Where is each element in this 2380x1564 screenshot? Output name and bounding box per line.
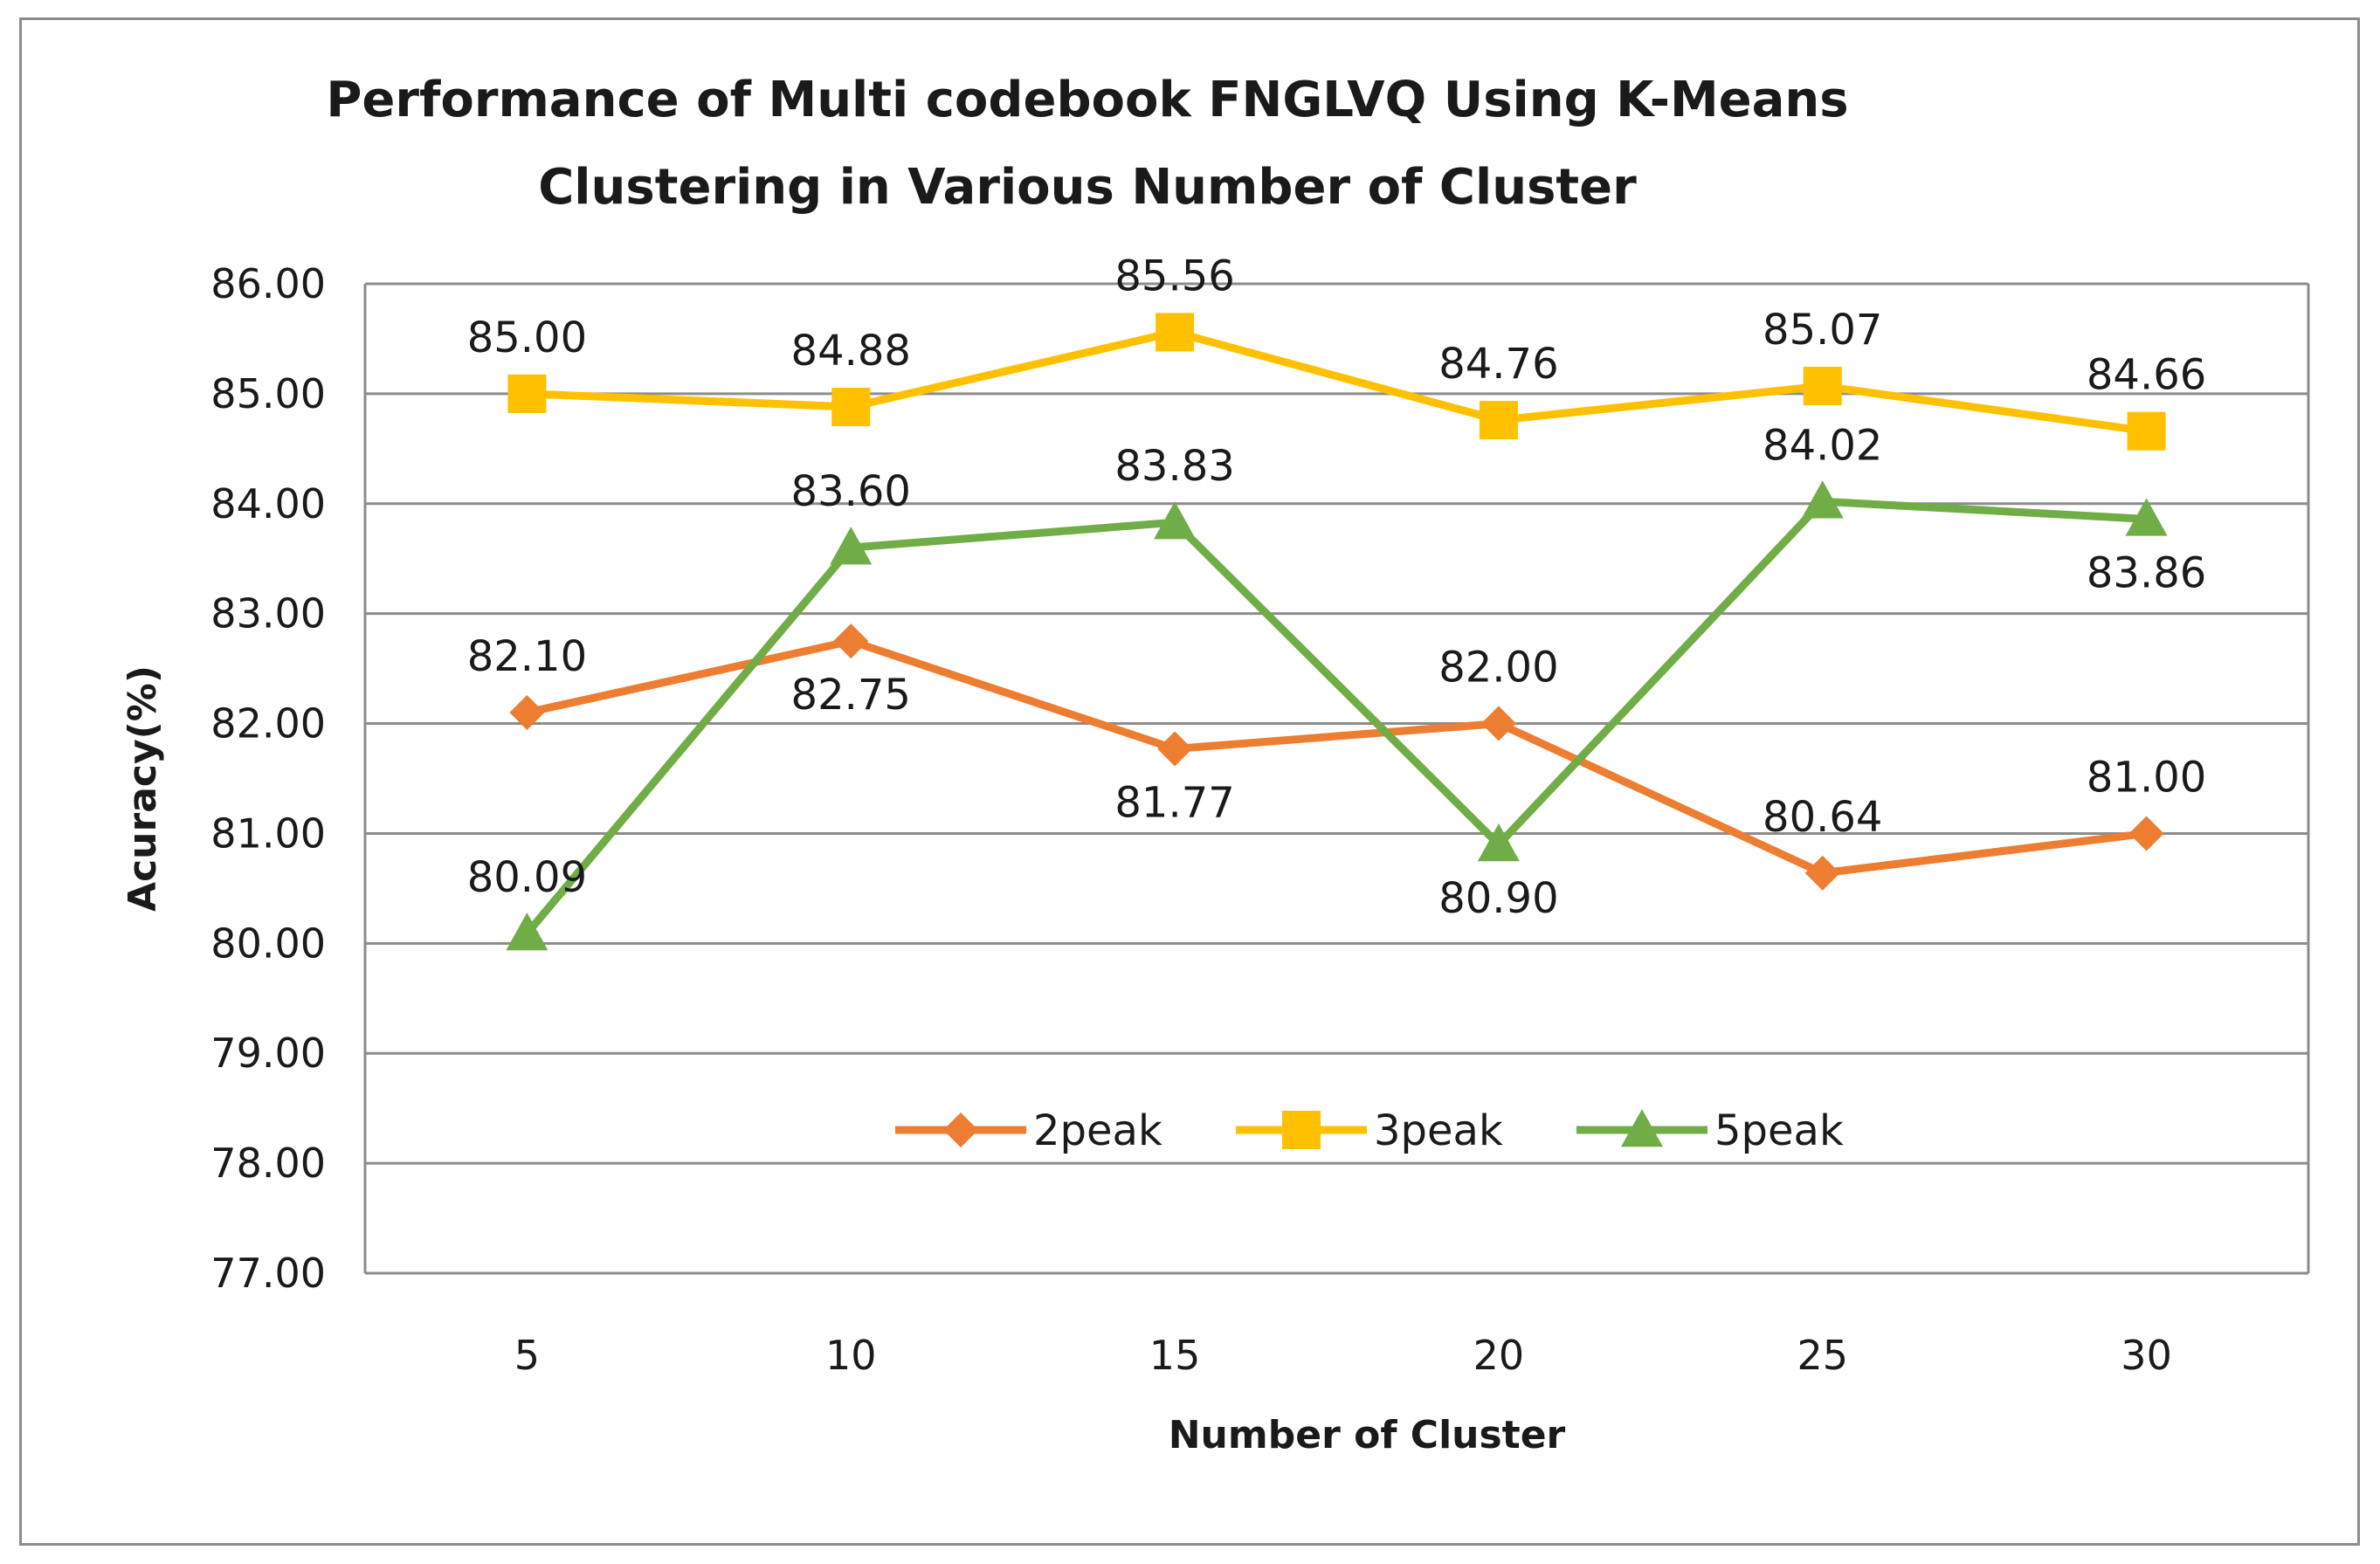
data-point-2peak	[509, 694, 545, 730]
data-label-3peak: 84.76	[1438, 340, 1558, 389]
x-axis-title: Number of Cluster	[1169, 1413, 1566, 1457]
legend: 2peak 3peak 5peak	[895, 1106, 1844, 1155]
data-point-5peak	[1477, 823, 1520, 862]
legend-item-5peak: 5peak	[1576, 1106, 1844, 1155]
data-point-3peak	[1803, 367, 1842, 406]
data-point-3peak	[1479, 401, 1518, 440]
series-line-5peak	[523, 497, 2147, 936]
y-tick-label: 81.00	[210, 810, 326, 857]
data-label-5peak: 80.09	[467, 853, 587, 902]
data-label-5peak: 83.83	[1114, 442, 1234, 491]
data-label-3peak: 85.00	[467, 313, 587, 362]
legend-marker-3peak	[1282, 1111, 1321, 1149]
y-axis-title: Acuracy(%)	[121, 665, 165, 912]
data-point-5peak	[506, 913, 548, 951]
x-tick-label: 30	[2121, 1332, 2172, 1379]
y-tick-label: 79.00	[210, 1030, 326, 1077]
data-point-2peak	[1480, 706, 1516, 741]
y-tick-label: 78.00	[210, 1140, 326, 1187]
data-label-2peak: 81.00	[2087, 753, 2206, 802]
series-line-3peak	[527, 327, 2148, 436]
series-line-2peak	[526, 637, 2148, 878]
data-label-2peak: 82.10	[467, 632, 587, 681]
legend-label-2peak: 2peak	[1033, 1106, 1162, 1155]
series-2peak	[509, 624, 2164, 891]
y-tick-label: 85.00	[210, 370, 326, 417]
data-point-2peak	[1804, 855, 1840, 891]
data-label-5peak: 84.02	[1763, 421, 1882, 470]
data-point-5peak	[830, 527, 873, 565]
legend-label-5peak: 5peak	[1714, 1106, 1844, 1155]
chart-title-line-1: Performance of Multi codebook FNGLVQ Usi…	[326, 72, 1848, 128]
data-label-5peak: 80.90	[1438, 874, 1558, 923]
data-point-5peak	[2125, 498, 2168, 536]
series-5peak	[506, 480, 2168, 951]
y-tick-label: 86.00	[210, 260, 326, 307]
y-tick-label: 77.00	[210, 1250, 326, 1297]
x-tick-label: 20	[1473, 1332, 1525, 1379]
data-labels: 82.10 82.75 81.77 82.00 80.64 81.00 85.00 84.88…	[467, 251, 2207, 923]
y-tick-label: 83.00	[210, 590, 326, 637]
data-point-5peak	[1801, 480, 1844, 519]
legend-item-2peak: 2peak	[895, 1106, 1162, 1155]
chart-frame: Performance of Multi codebook FNGLVQ Usi…	[19, 17, 2360, 1546]
y-tick-label: 82.00	[210, 700, 326, 748]
series-lines	[506, 313, 2168, 951]
data-point-3peak	[831, 387, 871, 426]
data-label-2peak: 82.00	[1438, 644, 1558, 692]
data-label-3peak: 85.56	[1114, 251, 1234, 300]
data-label-3peak: 85.07	[1763, 306, 1882, 355]
chart-title-line-2: Clustering in Various Number of Cluster	[538, 159, 1637, 216]
data-label-2peak: 81.77	[1114, 779, 1234, 828]
data-label-5peak: 83.60	[791, 467, 911, 516]
data-label-5peak: 83.86	[2087, 548, 2206, 597]
data-label-3peak: 84.88	[791, 327, 911, 375]
data-point-3peak	[1156, 313, 1195, 352]
data-label-2peak: 82.75	[791, 671, 911, 720]
data-point-2peak	[1157, 731, 1193, 767]
data-point-2peak	[2128, 816, 2164, 851]
data-label-3peak: 84.66	[2087, 351, 2206, 400]
chart-title: Performance of Multi codebook FNGLVQ Usi…	[326, 72, 1848, 216]
legend-label-3peak: 3peak	[1374, 1106, 1503, 1155]
x-tick-label: 10	[825, 1332, 877, 1379]
x-tick-label: 15	[1149, 1332, 1201, 1379]
x-tick-label: 25	[1797, 1332, 1848, 1379]
y-axis-tick-labels: 77.00 78.00 79.00 80.00 81.00 82.00 83.00 84.00…	[210, 260, 326, 1297]
series-3peak	[507, 313, 2166, 451]
data-point-2peak	[833, 624, 869, 659]
x-tick-label: 5	[514, 1332, 540, 1379]
line-chart: Performance of Multi codebook FNGLVQ Usi…	[121, 72, 2310, 1457]
legend-marker-2peak	[943, 1113, 978, 1147]
data-point-3peak	[507, 374, 547, 413]
legend-item-3peak: 3peak	[1236, 1106, 1503, 1155]
data-point-3peak	[2127, 411, 2166, 451]
data-label-2peak: 80.64	[1763, 793, 1882, 842]
y-tick-label: 80.00	[210, 920, 326, 967]
legend-marker-5peak	[1621, 1109, 1663, 1147]
gridlines	[363, 282, 2310, 1275]
data-point-5peak	[1154, 501, 1197, 540]
x-axis-tick-labels: 5 10 15 20 25 30	[514, 1332, 2172, 1379]
y-tick-label: 84.00	[210, 480, 326, 527]
